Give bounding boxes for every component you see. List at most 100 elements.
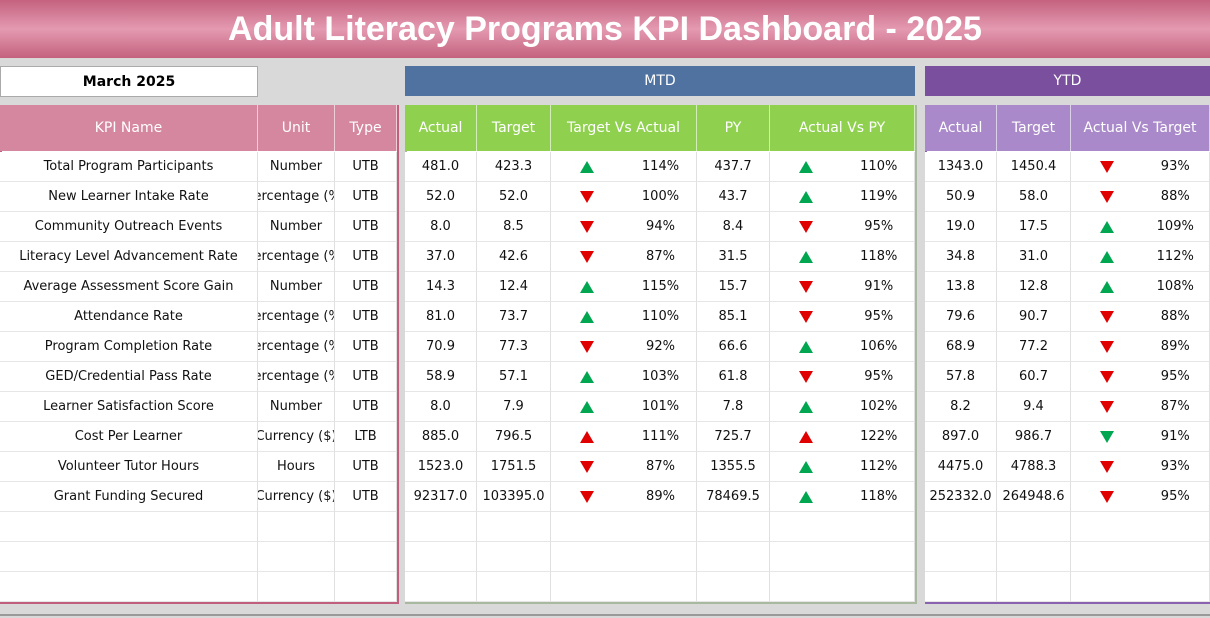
arrow-shape [1100,281,1114,293]
column-header: Actual Vs PY [770,105,915,151]
table-cell: 68.9 [925,332,997,362]
status-arrow [1100,251,1114,263]
arrow-shape [580,191,594,203]
empty-cell [477,572,551,602]
ratio-value: 118% [860,249,898,264]
ratio-value: 112% [1156,249,1194,264]
table-cell: 79.6 [925,302,997,332]
arrow-shape [1100,191,1114,203]
column-header: Actual [405,105,477,151]
column-header: PY [697,105,770,151]
empty-cell [0,572,258,602]
ratio-cell: 89% [1071,332,1210,362]
empty-cell [405,512,477,542]
table-cell: 13.8 [925,272,997,302]
ratio-cell: 106% [770,332,915,362]
status-arrow [580,461,594,473]
table-cell: 17.5 [997,212,1071,242]
column-header: Target [997,105,1071,151]
ratio-value: 95% [864,309,894,324]
column-header: Actual [925,105,997,151]
ratio-cell: 119% [770,182,915,212]
ratio-value: 95% [864,219,894,234]
ratio-cell: 109% [1071,212,1210,242]
status-arrow [1100,491,1114,503]
table-cell: 12.8 [997,272,1071,302]
empty-cell [697,512,770,542]
ratio-value: 87% [646,249,675,264]
table-cell: 8.2 [925,392,997,422]
arrow-shape [580,401,594,413]
table-cell: 52.0 [477,182,551,212]
empty-cell [335,512,397,542]
arrow-shape [799,371,813,383]
table-cell: 1355.5 [697,452,770,482]
table-cell: UTB [335,482,397,512]
ratio-cell: 95% [770,362,915,392]
status-arrow [1100,461,1114,473]
empty-cell [477,512,551,542]
arrow-shape [580,161,594,173]
table-cell: LTB [335,422,397,452]
ratio-cell: 95% [1071,362,1210,392]
arrow-shape [799,461,813,473]
table-cell: 42.6 [477,242,551,272]
ratio-value: 91% [1160,429,1190,444]
empty-cell [405,542,477,572]
ratio-value: 93% [1160,159,1190,174]
table-cell: 58.9 [405,362,477,392]
kpi-name: New Learner Intake Rate [0,182,258,212]
status-arrow [580,191,594,203]
ratio-value: 109% [1156,219,1194,234]
kpi-name: Community Outreach Events [0,212,258,242]
table-cell: Number [258,392,335,422]
table-cell: 4788.3 [997,452,1071,482]
arrow-shape [1100,341,1114,353]
table-cell: 264948.6 [997,482,1071,512]
arrow-shape [1100,431,1114,443]
table-cell: UTB [335,452,397,482]
table-cell: Currency ($) [258,422,335,452]
status-arrow [1100,401,1114,413]
status-arrow [799,371,813,383]
ratio-cell: 114% [551,152,697,182]
empty-cell [335,572,397,602]
table-cell: Percentage (%) [258,182,335,212]
arrow-shape [1100,221,1114,233]
table-cell: UTB [335,182,397,212]
table-cell: UTB [335,302,397,332]
table-cell: 19.0 [925,212,997,242]
ratio-value: 89% [1160,339,1190,354]
ratio-value: 101% [641,399,680,414]
column-header: Type [335,105,397,151]
ratio-value: 119% [860,189,898,204]
ratio-cell: 92% [551,332,697,362]
ratio-value: 110% [641,309,680,324]
kpi-name: Program Completion Rate [0,332,258,362]
status-arrow [580,371,594,383]
ratio-cell: 87% [1071,392,1210,422]
status-arrow [799,221,813,233]
bottom-rule [0,614,1210,616]
status-arrow [799,491,813,503]
ratio-cell: 102% [770,392,915,422]
arrow-shape [580,371,594,383]
arrow-shape [580,461,594,473]
table-cell: 4475.0 [925,452,997,482]
status-arrow [1100,191,1114,203]
empty-cell [1071,542,1210,572]
empty-cell [0,512,258,542]
ratio-cell: 95% [770,302,915,332]
kpi-name: Volunteer Tutor Hours [0,452,258,482]
ratio-value: 102% [860,399,898,414]
ratio-cell: 103% [551,362,697,392]
table-cell: 1523.0 [405,452,477,482]
table-cell: 986.7 [997,422,1071,452]
table-cell: 77.3 [477,332,551,362]
status-arrow [799,281,813,293]
ratio-cell: 110% [551,302,697,332]
table-cell: 796.5 [477,422,551,452]
ratio-value: 87% [1160,399,1190,414]
table-cell: 897.0 [925,422,997,452]
month-selector[interactable]: March 2025 [0,66,258,97]
